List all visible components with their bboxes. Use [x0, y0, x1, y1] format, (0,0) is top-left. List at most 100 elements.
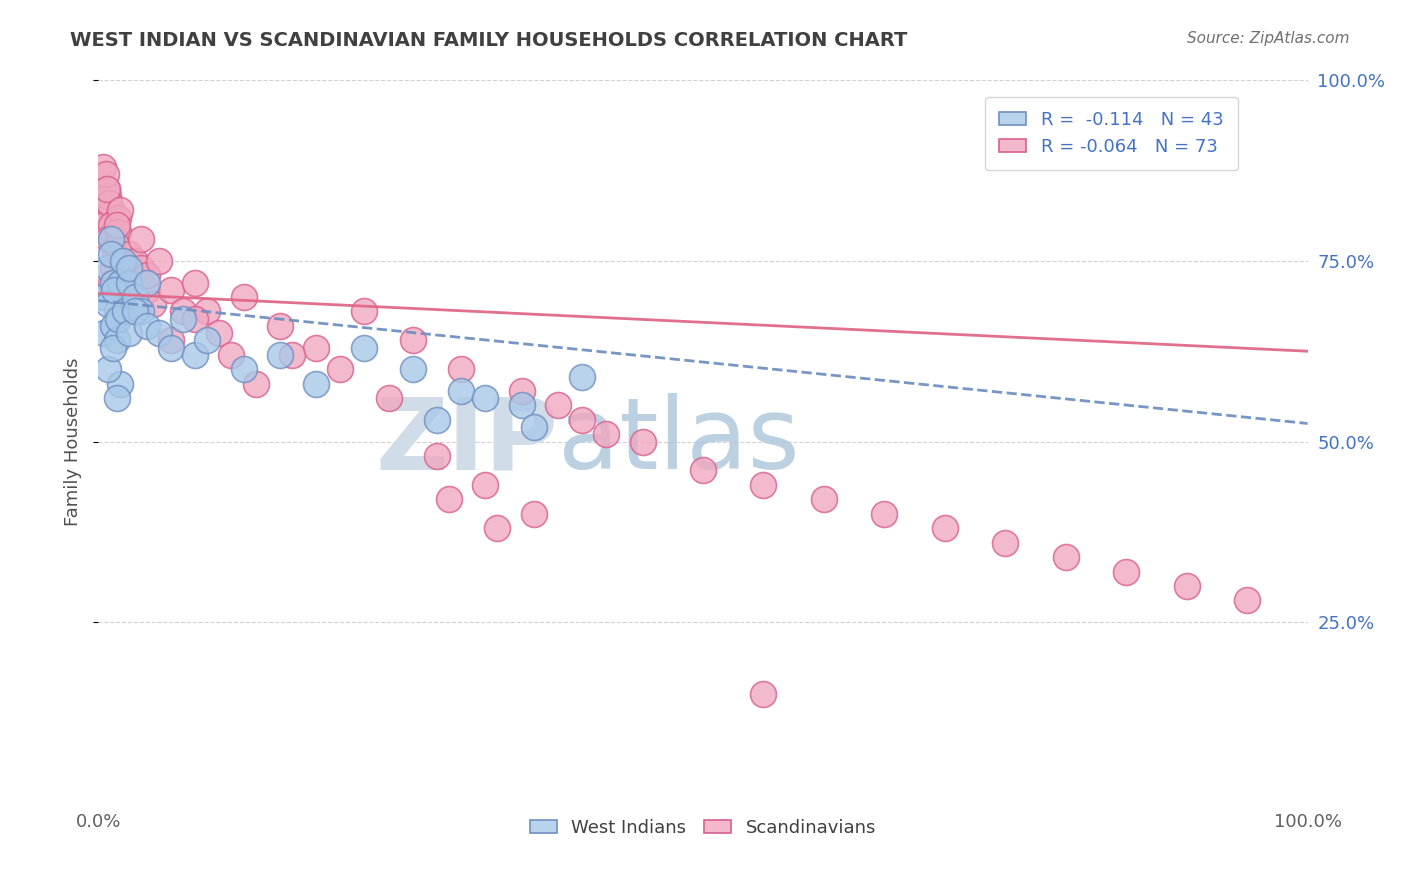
Point — [184, 348, 207, 362]
Point — [91, 160, 114, 174]
Point — [208, 326, 231, 340]
Point — [195, 334, 218, 348]
Point — [426, 413, 449, 427]
Point — [437, 492, 460, 507]
Point — [135, 318, 157, 333]
Point — [105, 334, 128, 348]
Text: WEST INDIAN VS SCANDINAVIAN FAMILY HOUSEHOLDS CORRELATION CHART: WEST INDIAN VS SCANDINAVIAN FAMILY HOUSE… — [70, 31, 908, 50]
Point — [107, 311, 129, 326]
Point — [353, 341, 375, 355]
Point — [305, 341, 328, 355]
Point — [111, 253, 134, 268]
Point — [1236, 593, 1258, 607]
Point — [114, 304, 136, 318]
Point — [108, 203, 131, 218]
Point — [269, 348, 291, 362]
Point — [97, 189, 120, 203]
Point — [353, 304, 375, 318]
Point — [510, 398, 533, 412]
Point — [305, 376, 328, 391]
Point — [107, 225, 129, 239]
Point — [93, 290, 115, 304]
Point — [124, 304, 146, 318]
Point — [450, 384, 472, 398]
Point — [571, 413, 593, 427]
Point — [100, 218, 122, 232]
Point — [232, 362, 254, 376]
Point — [105, 391, 128, 405]
Point — [474, 478, 496, 492]
Point — [118, 261, 141, 276]
Point — [486, 521, 509, 535]
Point — [111, 261, 134, 276]
Point — [426, 449, 449, 463]
Point — [107, 211, 129, 225]
Point — [118, 276, 141, 290]
Point — [97, 362, 120, 376]
Point — [523, 420, 546, 434]
Point — [631, 434, 654, 449]
Point — [100, 276, 122, 290]
Point — [232, 290, 254, 304]
Point — [96, 182, 118, 196]
Point — [93, 326, 115, 340]
Point — [97, 261, 120, 276]
Point — [129, 261, 152, 276]
Point — [450, 362, 472, 376]
Legend: West Indians, Scandinavians: West Indians, Scandinavians — [523, 812, 883, 845]
Point — [184, 311, 207, 326]
Point — [97, 232, 120, 246]
Point — [118, 246, 141, 260]
Point — [571, 369, 593, 384]
Point — [118, 326, 141, 340]
Point — [934, 521, 956, 535]
Point — [221, 348, 243, 362]
Point — [118, 276, 141, 290]
Text: Source: ZipAtlas.com: Source: ZipAtlas.com — [1187, 31, 1350, 46]
Point — [101, 341, 124, 355]
Point — [105, 304, 128, 318]
Point — [281, 348, 304, 362]
Point — [474, 391, 496, 405]
Point — [813, 492, 835, 507]
Point — [104, 246, 127, 260]
Y-axis label: Family Households: Family Households — [65, 358, 83, 525]
Point — [994, 535, 1017, 549]
Point — [873, 507, 896, 521]
Point — [1175, 579, 1198, 593]
Point — [129, 304, 152, 318]
Point — [752, 687, 775, 701]
Point — [172, 304, 194, 318]
Point — [124, 304, 146, 318]
Point — [523, 507, 546, 521]
Point — [129, 232, 152, 246]
Point — [97, 297, 120, 311]
Point — [160, 283, 183, 297]
Point — [329, 362, 352, 376]
Point — [595, 427, 617, 442]
Point — [124, 253, 146, 268]
Point — [148, 326, 170, 340]
Point — [111, 253, 134, 268]
Point — [101, 225, 124, 239]
Point — [195, 304, 218, 318]
Point — [160, 334, 183, 348]
Point — [98, 196, 121, 211]
Point — [135, 283, 157, 297]
Point — [100, 203, 122, 218]
Point — [100, 232, 122, 246]
Point — [105, 239, 128, 253]
Point — [135, 268, 157, 283]
Point — [91, 218, 114, 232]
Point — [111, 268, 134, 283]
Point — [108, 376, 131, 391]
Point — [172, 311, 194, 326]
Point — [160, 341, 183, 355]
Text: atlas: atlas — [558, 393, 800, 490]
Point — [245, 376, 267, 391]
Point — [142, 297, 165, 311]
Point — [124, 290, 146, 304]
Point — [105, 218, 128, 232]
Point — [103, 283, 125, 297]
Text: ZIP: ZIP — [375, 393, 558, 490]
